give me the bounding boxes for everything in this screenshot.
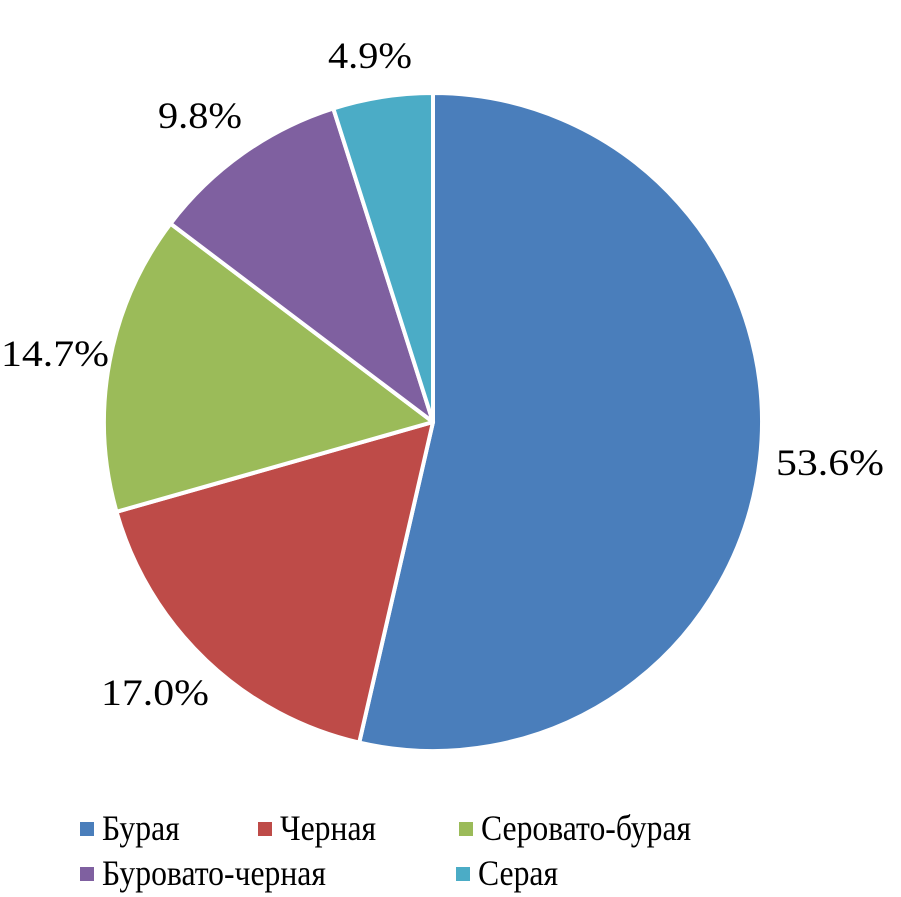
legend-label: Серовато-бурая [481, 808, 692, 848]
legend-swatch [456, 866, 470, 881]
pie-slice-3 [168, 106, 435, 424]
pie-slice-0 [357, 91, 764, 753]
data-label-1: 17.0% [101, 673, 209, 714]
legend-label: Бурая [102, 808, 180, 848]
legend-label: Черная [280, 808, 377, 848]
legend-item-burovato-chernaya: Буровато-черная [80, 851, 356, 896]
data-label-3: 9.8% [158, 96, 242, 137]
pie-slice-1 [114, 420, 435, 745]
legend-label: Серая [478, 853, 559, 893]
legend-item-chernaya: Черная [258, 806, 389, 851]
data-label-4: 4.9% [328, 36, 412, 77]
legend-item-serovato-buraya: Серовато-бурая [459, 806, 720, 851]
legend-swatch [80, 821, 94, 836]
data-label-2: 14.7% [1, 334, 109, 375]
data-label-0: 53.6% [776, 443, 884, 484]
legend-item-seraya: Серая [456, 851, 569, 896]
legend-item-buraya: Бурая [80, 806, 190, 851]
pie-slice-2 [102, 221, 435, 514]
legend-swatch [80, 866, 94, 881]
legend-label: Буровато-черная [102, 853, 326, 893]
legend-swatch [459, 821, 473, 836]
legend-swatch [258, 821, 272, 836]
pie-slice-4 [331, 91, 435, 424]
